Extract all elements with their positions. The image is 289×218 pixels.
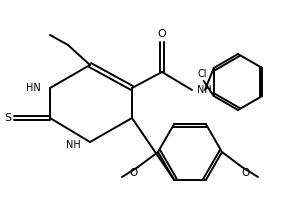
Text: Cl: Cl <box>197 69 207 79</box>
Text: NH: NH <box>66 140 81 150</box>
Text: NH: NH <box>197 85 212 95</box>
Text: O: O <box>158 29 166 39</box>
Text: S: S <box>4 113 12 123</box>
Text: O: O <box>130 168 138 178</box>
Text: O: O <box>242 168 250 178</box>
Text: HN: HN <box>26 83 41 93</box>
